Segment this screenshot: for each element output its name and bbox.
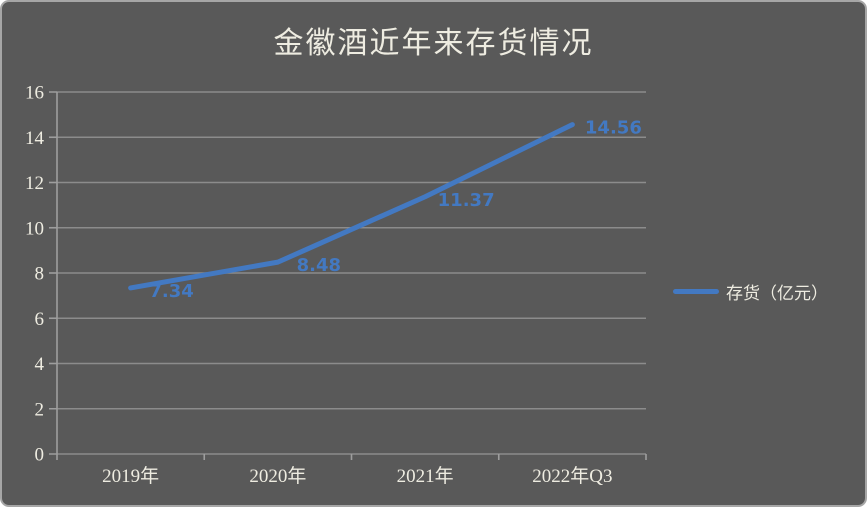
x-axis-category-label: 2021年 [397, 465, 454, 487]
y-axis-tick-label: 8 [35, 264, 45, 285]
legend-series-label: 存货（亿元） [726, 284, 828, 303]
series-line-inventory [128, 122, 575, 291]
y-axis-tick-label: 2 [35, 399, 45, 420]
x-axis-category-label: 2022年Q3 [532, 465, 612, 487]
y-axis-tick-label: 0 [35, 445, 45, 466]
data-point-label: 7.34 [149, 281, 193, 302]
chart-title: 金徽酒近年来存货情况 [273, 27, 594, 60]
y-axis-tick-label: 4 [35, 354, 45, 375]
legend-line-swatch [673, 289, 719, 294]
legend: 存货（亿元） [673, 279, 828, 304]
data-point-label: 8.48 [297, 255, 341, 276]
data-point-label: 11.37 [438, 190, 495, 211]
x-axis-category-label: 2020年 [249, 465, 306, 487]
y-axis-tick-label: 6 [35, 309, 45, 330]
y-axis-tick-label: 14 [25, 128, 45, 149]
y-axis-tick-label: 12 [25, 173, 44, 194]
y-axis-tick-label: 16 [25, 83, 44, 104]
data-point-label: 14.56 [585, 118, 642, 139]
y-axis-tick-label: 10 [25, 218, 44, 239]
x-axis-category-label: 2019年 [102, 465, 159, 487]
